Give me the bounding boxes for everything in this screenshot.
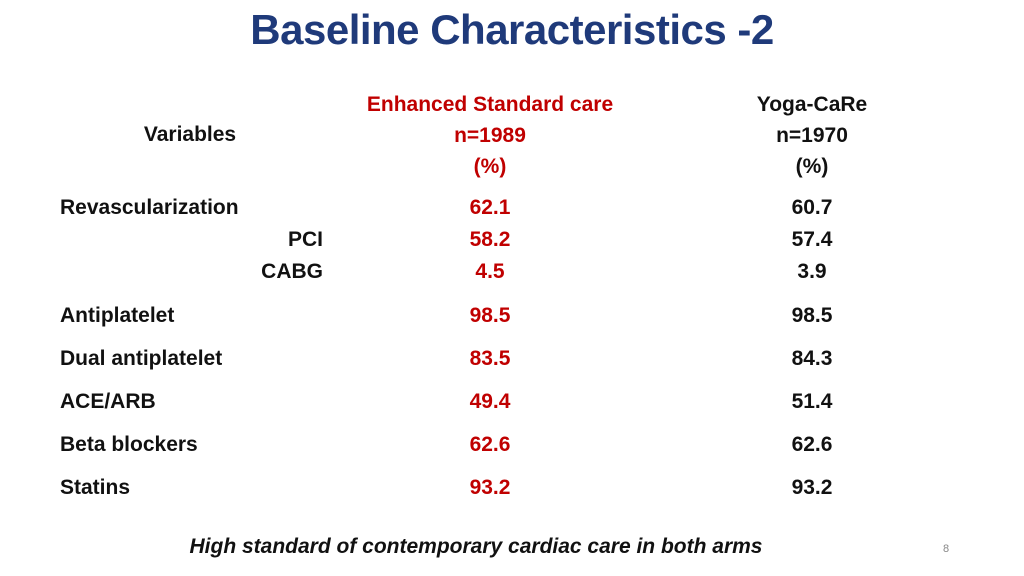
row-label-pci: PCI [287,228,323,251]
row-esc-antiplatelet: 98.5 [469,304,511,327]
row-yoga-pci: 57.4 [791,228,833,251]
row-yoga-antiplatelet: 98.5 [791,304,833,327]
row-yoga-dual-antiplatelet: 84.3 [791,347,833,370]
row-esc-ace-arb: 49.4 [469,390,511,413]
row-label-revascularization: Revascularization [60,196,239,219]
row-yoga-revascularization: 60.7 [791,196,833,219]
slide-footer-note: High standard of contemporary cardiac ca… [189,535,763,558]
row-esc-revascularization: 62.1 [469,196,511,219]
header-variables: Variables [143,123,237,146]
row-label-ace-arb: ACE/ARB [60,390,156,413]
row-yoga-statins: 93.2 [791,476,833,499]
header-group1-name: Enhanced Standard care [366,93,614,116]
row-label-statins: Statins [60,476,131,499]
row-yoga-beta-blockers: 62.6 [791,433,833,456]
row-yoga-ace-arb: 51.4 [791,390,833,413]
row-yoga-cabg: 3.9 [797,260,827,283]
row-label-antiplatelet: Antiplatelet [60,304,175,327]
header-group2-n: n=1970 [776,124,848,147]
header-group2-name: Yoga-CaRe [756,93,868,116]
page-number: 8 [942,543,950,555]
header-group1-n: n=1989 [454,124,526,147]
row-label-dual-antiplatelet: Dual antiplatelet [60,347,223,370]
row-esc-beta-blockers: 62.6 [469,433,511,456]
row-esc-cabg: 4.5 [475,260,505,283]
header-group1-unit: (%) [473,155,507,178]
row-label-beta-blockers: Beta blockers [60,433,198,456]
row-esc-dual-antiplatelet: 83.5 [469,347,511,370]
row-esc-statins: 93.2 [469,476,511,499]
row-label-cabg: CABG [261,260,323,283]
slide-title: Baseline Characteristics -2 [250,6,774,53]
header-group2-unit: (%) [795,155,829,178]
row-esc-pci: 58.2 [469,228,511,251]
